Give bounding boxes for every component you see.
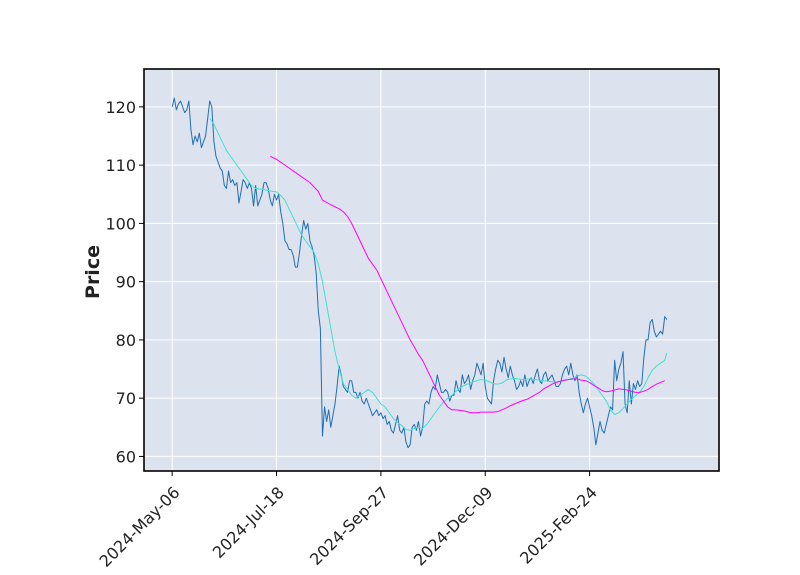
- series-line-ma_long: [270, 155, 665, 414]
- y-tick-label: 110: [105, 156, 136, 175]
- y-axis-label: Price: [82, 245, 104, 299]
- series-lines: [171, 97, 668, 449]
- y-tick-label: 70: [116, 389, 136, 408]
- x-tick-label: 2024-Jul-18: [209, 483, 288, 562]
- y-tick-label: 90: [116, 273, 136, 292]
- y-tick-label: 120: [105, 98, 136, 117]
- x-tick-label: 2024-Dec-09: [410, 483, 497, 570]
- y-tick-label: 80: [116, 331, 136, 350]
- y-axis-ticks: 60 70 80 90 100 110 120: [105, 98, 144, 466]
- series-line-price: [171, 97, 668, 449]
- x-tick-label: 2025-Feb-24: [516, 483, 601, 568]
- y-tick-label: 100: [105, 214, 136, 233]
- x-tick-label: 2024-May-06: [96, 483, 184, 571]
- y-tick-label: 60: [116, 447, 136, 466]
- x-tick-label: 2024-Sep-27: [306, 483, 392, 569]
- x-axis-ticks: 2024-May-06 2024-Jul-18 2024-Sep-27 2024-De…: [96, 471, 601, 571]
- plot-area: [144, 69, 719, 471]
- series-line-ma_short: [209, 118, 668, 431]
- plot-frame: [143, 68, 720, 472]
